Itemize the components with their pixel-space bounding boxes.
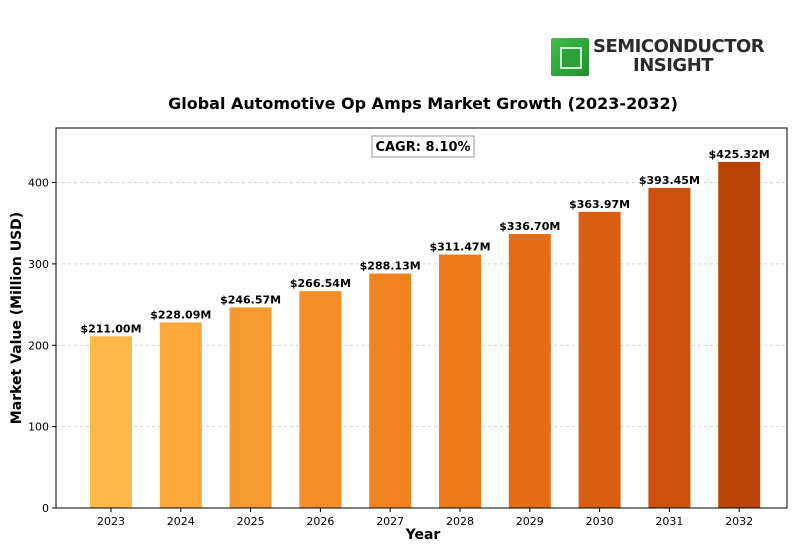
bar-2031 xyxy=(648,187,691,508)
bar-2032 xyxy=(718,161,761,508)
cagr-label: CAGR: 8.10% xyxy=(375,140,470,155)
bar-2025 xyxy=(229,307,272,508)
chip-icon xyxy=(551,38,589,76)
y-tick-label: 200 xyxy=(28,339,49,352)
bar-value-label: $393.45M xyxy=(639,174,700,187)
y-axis-title: Market Value (Million USD) xyxy=(9,212,25,424)
chart-title: Global Automotive Op Amps Market Growth … xyxy=(168,94,678,113)
y-tick-label: 300 xyxy=(28,258,49,271)
bar-2029 xyxy=(508,234,551,508)
bar-value-label: $228.09M xyxy=(150,308,211,321)
bars xyxy=(90,161,761,508)
x-axis-ticks: 2023 2024 2025 2026 2027 2028 2029 2030 2031 2032 xyxy=(97,508,753,528)
bar-value-label: $211.00M xyxy=(80,322,141,335)
y-tick-label: 400 xyxy=(28,177,49,190)
bar-2023 xyxy=(90,336,132,508)
x-tick-label: 2024 xyxy=(167,515,195,528)
bar-2028 xyxy=(439,254,481,508)
bar-value-labels: $211.00M $228.09M $246.57M $266.54M $288.13M… xyxy=(80,148,769,335)
cagr-box xyxy=(371,135,475,158)
logo-text-line1: SEMICONDUCTOR xyxy=(593,36,765,57)
x-tick-label: 2031 xyxy=(655,515,683,528)
x-tick-label: 2025 xyxy=(237,515,265,528)
x-tick-label: 2023 xyxy=(97,515,125,528)
x-tick-label: 2026 xyxy=(306,515,334,528)
x-tick-label: 2030 xyxy=(586,515,614,528)
x-axis-title: Year xyxy=(405,527,441,543)
y-tick-label: 0 xyxy=(42,502,49,515)
cagr-annotation: CAGR: 8.10% xyxy=(371,135,475,158)
x-tick-label: 2029 xyxy=(516,515,544,528)
bar-value-label: $266.54M xyxy=(290,277,351,290)
bar-value-label: $336.70M xyxy=(499,220,560,233)
bar-2030 xyxy=(578,211,621,508)
bar-value-label: $311.47M xyxy=(429,241,490,254)
plot-frame xyxy=(55,127,788,509)
logo-text-line2: INSIGHT xyxy=(633,55,714,76)
bar-2027 xyxy=(369,273,412,508)
bar-2026 xyxy=(299,291,342,508)
x-tick-label: 2028 xyxy=(446,515,474,528)
y-tick-label: 100 xyxy=(28,421,49,434)
y-axis-ticks: 0 100 200 300 400 xyxy=(28,177,56,515)
x-tick-label: 2027 xyxy=(376,515,404,528)
bar-value-label: $363.97M xyxy=(569,198,630,211)
semiconductor-insight-logo: SEMICONDUCTOR INSIGHT xyxy=(551,36,766,78)
bar-value-label: $288.13M xyxy=(360,260,421,273)
x-tick-label: 2032 xyxy=(725,515,753,528)
bar-value-label: $425.32M xyxy=(709,148,770,161)
bar-2024 xyxy=(159,322,202,508)
bar-value-label: $246.57M xyxy=(220,293,281,306)
